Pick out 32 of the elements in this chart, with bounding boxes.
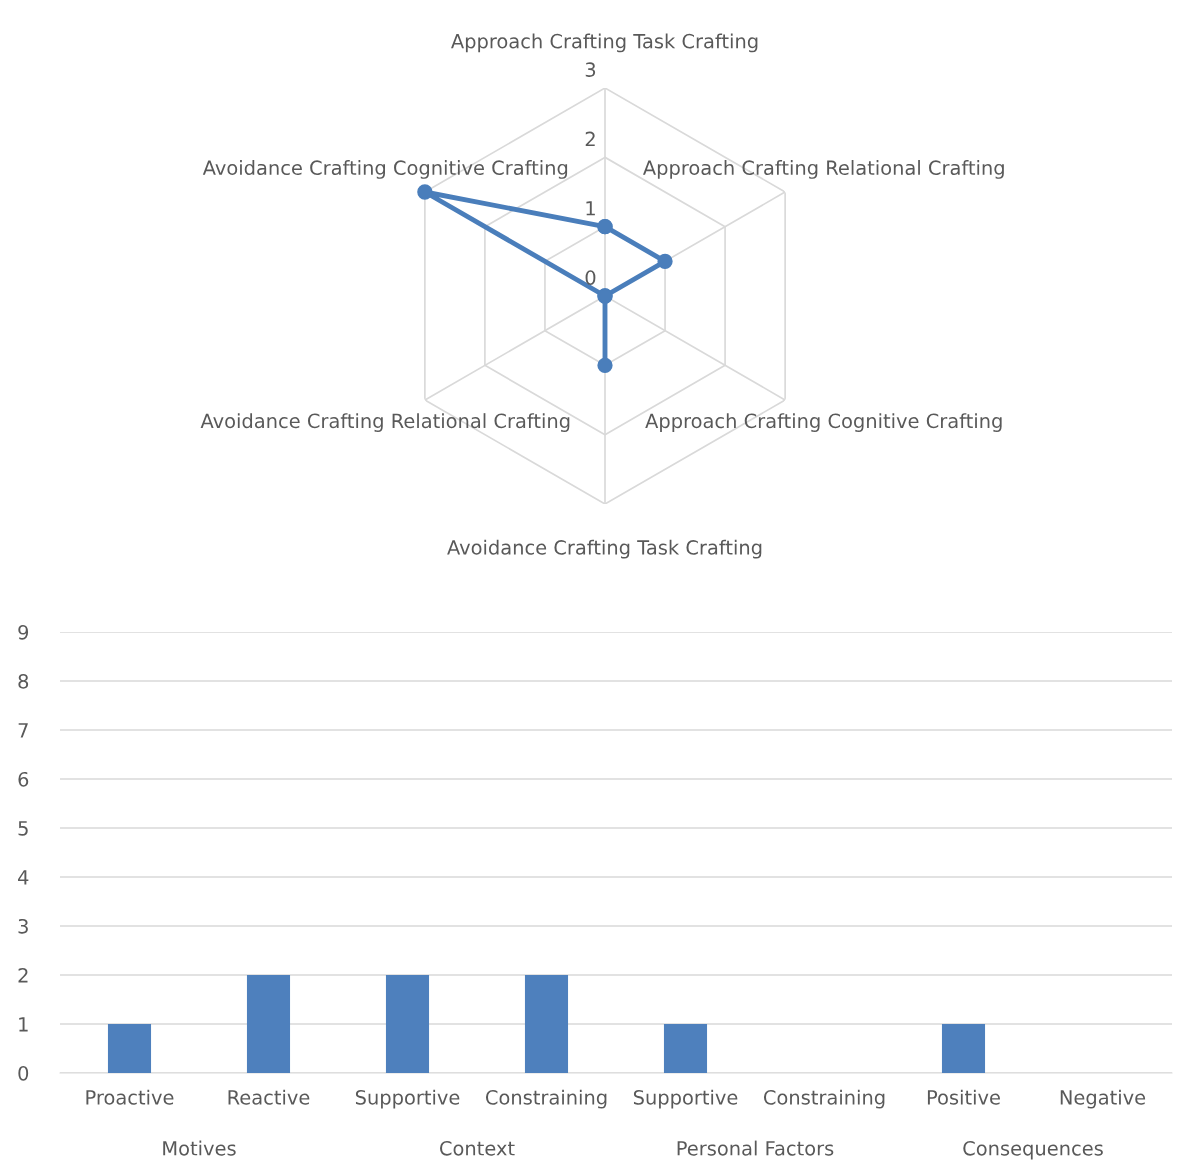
- y-tick-label: 6: [18, 771, 29, 787]
- text: Consequences: [963, 1140, 1103, 1160]
- y-tick-label: 4: [18, 870, 29, 885]
- x-tick-label: Proactive: [86, 1089, 174, 1105]
- spoke-label: Avoidance Crafting Cognitive Crafting: [202, 160, 568, 179]
- text: Context: [440, 1140, 515, 1156]
- spoke-label: Approach Crafting Task Crafting: [451, 33, 758, 53]
- spoke-label: Avoidance Crafting Task Crafting: [447, 539, 762, 559]
- y-tick-label: 2: [18, 967, 28, 983]
- text: Personal Factors: [677, 1140, 834, 1156]
- spoke-label: Approach Crafting Relational Crafting: [643, 160, 1004, 179]
- y-tick-label: 0: [18, 1065, 29, 1081]
- y-tick-label: 5: [18, 821, 28, 836]
- x-tick-label: Reactive: [228, 1089, 310, 1105]
- x-tick-label: Constraining: [485, 1089, 607, 1109]
- spoke-label: Approach Crafting Cognitive Crafting: [645, 413, 1002, 432]
- y-tick-label: 1: [586, 201, 595, 216]
- y-tick-label: 0: [585, 270, 596, 285]
- y-tick-label: 7: [18, 723, 28, 738]
- y-tick-label: 3: [585, 62, 596, 77]
- y-tick-label: 2: [585, 131, 595, 147]
- y-tick-label: 9: [18, 624, 29, 640]
- text: Motives: [163, 1140, 236, 1156]
- x-tick-label: Supportive: [633, 1089, 738, 1109]
- x-tick-label: Constraining: [763, 1089, 885, 1109]
- x-tick-label: Supportive: [355, 1089, 460, 1109]
- x-tick-label: Negative: [1060, 1089, 1146, 1109]
- spoke-label: Avoidance Crafting Relational Crafting: [200, 413, 570, 432]
- y-tick-label: 8: [18, 673, 29, 689]
- y-tick-label: 1: [19, 1017, 28, 1032]
- x-tick-label: Positive: [927, 1089, 1000, 1105]
- y-tick-label: 3: [18, 918, 28, 934]
